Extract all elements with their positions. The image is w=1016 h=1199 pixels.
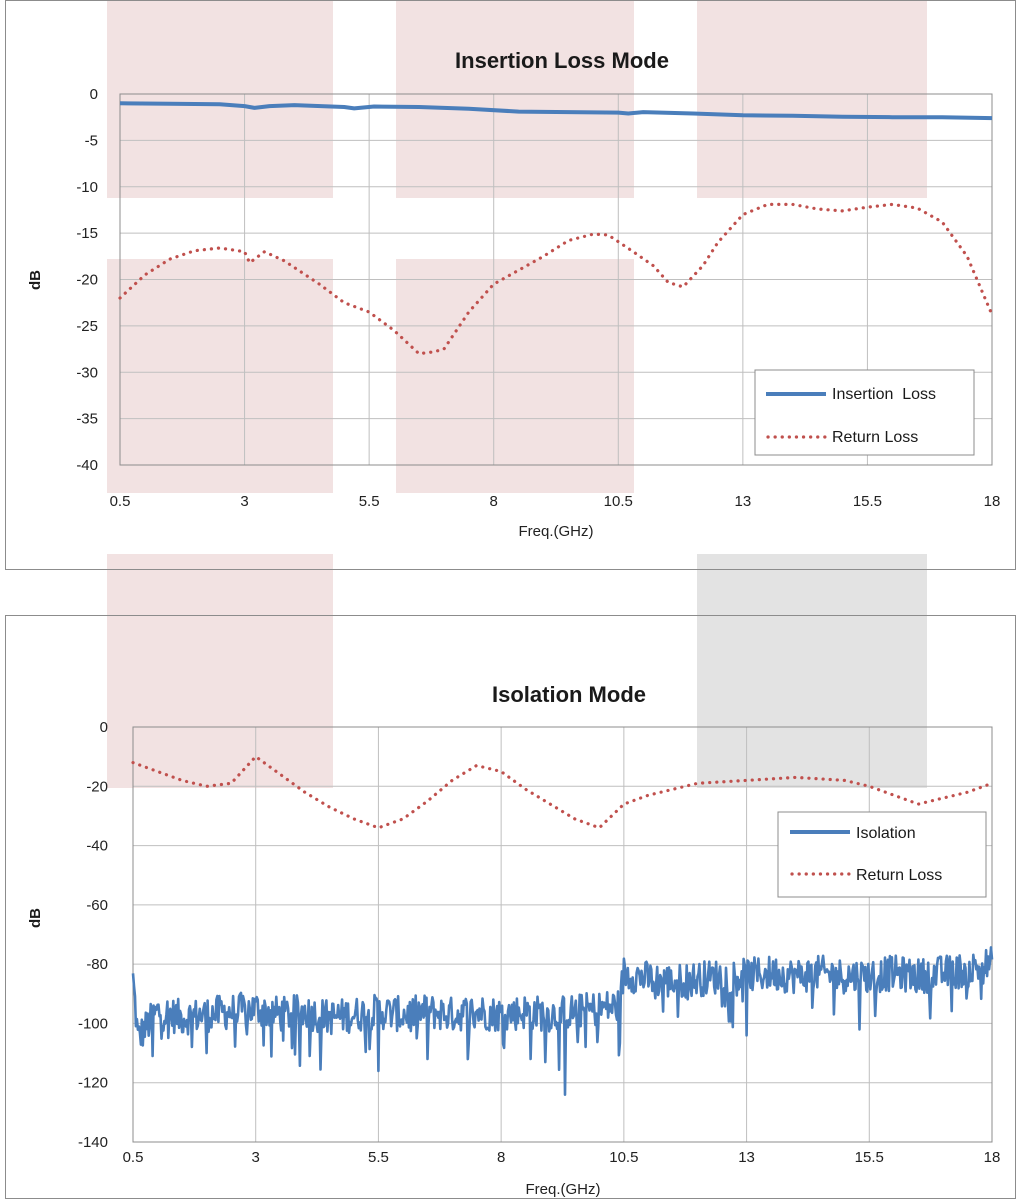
chart2-y-tick-label: -40 <box>86 838 108 855</box>
chart2-y-tick-labels: 0 -20 -40 -60 -80 -100 -120 -140 <box>78 719 108 1151</box>
chart1-x-tick-label: 0.5 <box>110 493 131 510</box>
chart1-legend-insertion-label: Insertion Loss <box>832 386 936 403</box>
chart2-x-tick-label: 15.5 <box>855 1149 884 1166</box>
chart1-y-tick-label: -30 <box>76 364 98 381</box>
chart1-legend-return-label: Return Loss <box>832 429 918 446</box>
background-band-0 <box>107 0 333 198</box>
chart2-x-tick-label: 10.5 <box>609 1149 638 1166</box>
chart2-y-tick-label: -80 <box>86 956 108 973</box>
chart2-series-isolation-line <box>131 946 994 1096</box>
chart2-plot-area <box>132 726 993 1143</box>
chart2-y-tick-label: -60 <box>86 897 108 914</box>
background-bands <box>107 0 927 788</box>
chart2-legend-return-label: Return Loss <box>856 867 942 884</box>
chart1-y-tick-labels: 0 -5 -10 -15 -20 -25 -30 -35 -40 <box>76 86 98 474</box>
chart2-title: Isolation Mode <box>492 682 646 707</box>
chart1-x-tick-label: 3 <box>240 493 248 510</box>
chart2-legend-box <box>777 811 987 898</box>
background-band-5 <box>107 554 333 788</box>
chart2-y-tick-label: -120 <box>78 1075 108 1092</box>
chart1-y-tick-label: -5 <box>85 132 98 149</box>
chart2-x-tick-label: 13 <box>738 1149 755 1166</box>
chart2-y-tick-label: -100 <box>78 1015 108 1032</box>
chart1-title: Insertion Loss Mode <box>455 48 669 73</box>
chart2-x-tick-label: 3 <box>252 1149 260 1166</box>
chart2-y-tick-label: 0 <box>100 719 108 736</box>
chart2-series <box>131 754 994 1096</box>
chart2-y-tick-label: -20 <box>86 778 108 795</box>
chart1-x-axis-label: Freq.(GHz) <box>519 523 594 540</box>
chart1-y-axis-label: dB <box>27 270 44 290</box>
chart1-x-tick-label: 18 <box>984 493 1001 510</box>
chart1-x-tick-label: 5.5 <box>359 493 380 510</box>
chart1-y-tick-label: -20 <box>76 272 98 289</box>
background-band-1 <box>396 0 634 198</box>
chart2-legend: Isolation Return Loss <box>777 811 987 898</box>
chart1-x-tick-label: 8 <box>490 493 498 510</box>
chart1-gridlines <box>120 94 992 465</box>
chart1-y-tick-label: -40 <box>76 457 98 474</box>
chart1-y-tick-label: -35 <box>76 411 98 428</box>
chart1-y-tick-label: -15 <box>76 225 98 242</box>
chart1-plot-area <box>119 93 993 466</box>
chart1-x-tick-label: 10.5 <box>604 493 633 510</box>
chart1-legend-box <box>754 369 975 456</box>
chart1-x-tick-label: 15.5 <box>853 493 882 510</box>
chart2-y-tick-label: -140 <box>78 1134 108 1151</box>
chart1-series-insertion-loss-line <box>119 101 993 121</box>
chart1-x-tick-labels: 0.5 3 5.5 8 10.5 13 15.5 18 <box>110 493 1001 510</box>
background-band-2 <box>697 0 927 198</box>
chart2-y-axis-label: dB <box>27 908 44 928</box>
chart2-series-return-loss-line <box>131 754 994 830</box>
chart1-series-return-loss-line <box>118 202 994 356</box>
chart1-legend: Insertion Loss Return Loss <box>754 369 975 456</box>
chart2-x-tick-label: 8 <box>497 1149 505 1166</box>
background-band-6 <box>697 554 927 788</box>
background-band-3 <box>107 259 333 493</box>
chart2-x-tick-label: 5.5 <box>368 1149 389 1166</box>
chart2-x-tick-labels: 0.5 3 5.5 8 10.5 13 15.5 18 <box>123 1149 1001 1166</box>
chart1-y-tick-label: 0 <box>90 86 98 103</box>
chart1-y-tick-label: -25 <box>76 318 98 335</box>
background-band-4 <box>396 259 634 493</box>
chart2-gridlines <box>133 727 992 1142</box>
chart1-y-tick-label: -10 <box>76 179 98 196</box>
chart2-x-tick-label: 18 <box>984 1149 1001 1166</box>
chart2-x-axis-label: Freq.(GHz) <box>526 1181 601 1198</box>
chart1-series <box>118 101 994 356</box>
chart2-legend-isolation-label: Isolation <box>856 825 916 842</box>
chart2-x-tick-label: 0.5 <box>123 1149 144 1166</box>
chart1-x-tick-label: 13 <box>735 493 752 510</box>
